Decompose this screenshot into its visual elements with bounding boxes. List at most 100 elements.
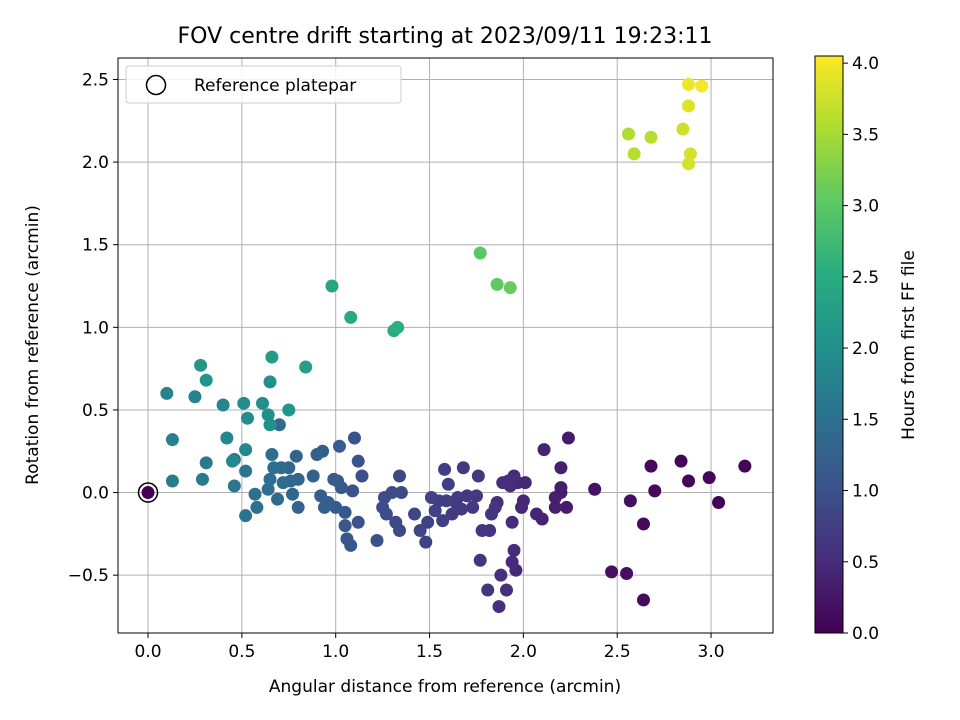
data-point xyxy=(471,469,485,483)
data-point xyxy=(310,448,324,462)
data-point xyxy=(256,396,270,410)
data-point xyxy=(503,281,517,295)
data-point xyxy=(276,476,290,490)
data-point xyxy=(393,469,407,483)
colorbar-tick-label: 3.5 xyxy=(852,125,879,145)
data-point xyxy=(588,482,602,496)
data-point xyxy=(325,279,339,293)
data-point xyxy=(263,418,277,432)
data-point xyxy=(469,489,483,503)
data-point xyxy=(548,491,562,505)
data-point xyxy=(271,492,285,506)
data-point xyxy=(438,462,452,476)
data-point xyxy=(648,484,662,498)
data-point xyxy=(683,147,697,161)
data-point xyxy=(306,469,320,483)
data-point xyxy=(194,358,208,372)
data-point xyxy=(332,439,346,453)
y-axis-label: Rotation from reference (arcmin) xyxy=(23,205,43,485)
data-point xyxy=(239,464,253,478)
x-axis-ticks: 0.0 0.5 1.0 1.5 2.0 2.5 3.0 xyxy=(135,633,725,662)
data-point xyxy=(682,99,696,113)
y-tick-label: 2.0 xyxy=(82,153,109,173)
y-tick-label: 2.5 xyxy=(82,70,109,90)
data-point xyxy=(475,524,489,538)
data-point xyxy=(515,500,529,514)
data-point xyxy=(456,461,470,475)
data-point xyxy=(141,486,155,500)
data-point xyxy=(378,491,392,505)
data-point xyxy=(282,403,296,417)
data-point xyxy=(239,509,253,523)
data-point xyxy=(492,600,506,614)
data-point xyxy=(391,320,405,334)
colorbar-ticks: 0.0 0.5 1.0 1.5 2.0 2.5 3.0 3.5 4.0 xyxy=(843,54,879,644)
data-point xyxy=(445,507,459,521)
data-point xyxy=(346,484,360,498)
data-point xyxy=(340,532,354,546)
data-point xyxy=(682,77,696,91)
data-point xyxy=(299,360,313,374)
data-point xyxy=(347,431,361,445)
data-point xyxy=(317,500,331,514)
data-point xyxy=(484,507,498,521)
data-point xyxy=(199,456,213,470)
legend: Reference platepar xyxy=(125,65,402,104)
colorbar-tick-label: 0.0 xyxy=(852,624,879,644)
data-point xyxy=(351,515,365,529)
data-point xyxy=(490,277,504,291)
data-point xyxy=(291,500,305,514)
x-tick-label: 3.0 xyxy=(698,642,725,662)
data-point xyxy=(561,431,575,445)
data-point xyxy=(494,568,508,582)
data-point xyxy=(250,500,264,514)
legend-box xyxy=(125,65,402,104)
data-point xyxy=(265,350,279,364)
chart-title: FOV centre drift starting at 2023/09/11 … xyxy=(178,24,713,49)
colorbar-tick-label: 2.5 xyxy=(852,268,879,288)
data-point xyxy=(248,487,262,501)
x-axis-label: Angular distance from reference (arcmin) xyxy=(269,677,621,697)
data-point xyxy=(263,375,277,389)
data-point xyxy=(507,543,521,557)
grid-lines xyxy=(118,58,773,633)
colorbar-label: Hours from first FF file xyxy=(899,250,919,440)
colorbar-tick-label: 1.0 xyxy=(852,482,879,502)
data-point xyxy=(240,411,254,425)
data-point xyxy=(623,494,637,508)
data-point xyxy=(419,535,433,549)
data-point xyxy=(644,459,658,473)
data-point xyxy=(265,448,279,462)
colorbar-tick-label: 2.0 xyxy=(852,339,879,359)
data-point xyxy=(351,454,365,468)
data-point xyxy=(355,469,369,483)
data-point xyxy=(165,474,179,488)
data-point xyxy=(216,398,230,412)
data-point xyxy=(473,246,487,260)
y-tick-label: −0.5 xyxy=(68,566,109,586)
data-point xyxy=(637,593,651,607)
y-tick-label: 0.5 xyxy=(82,401,109,421)
data-point xyxy=(261,482,275,496)
data-point xyxy=(436,514,450,528)
plot-area: 0.0 0.5 1.0 1.5 2.0 2.5 3.0 −0.5 0.0 0.5 1.0 1.5 2.… xyxy=(68,57,774,662)
scatter-points xyxy=(141,77,752,614)
colorbar-tick-label: 0.5 xyxy=(852,553,879,573)
data-point xyxy=(239,443,253,457)
data-point xyxy=(413,524,427,538)
data-point xyxy=(188,390,202,404)
colorbar: 0.0 0.5 1.0 1.5 2.0 2.5 3.0 3.5 4.0 Hours from f… xyxy=(814,54,919,644)
data-point xyxy=(712,495,726,509)
data-point xyxy=(421,515,435,529)
colorbar-tick-label: 3.0 xyxy=(852,197,879,217)
colorbar-tick-label: 1.5 xyxy=(852,410,879,430)
data-point xyxy=(637,517,651,531)
data-point xyxy=(408,507,422,521)
data-point xyxy=(327,472,341,486)
data-point xyxy=(560,500,574,514)
reference-circle xyxy=(137,482,159,503)
data-point xyxy=(620,567,634,581)
data-point xyxy=(466,500,480,514)
data-point xyxy=(376,500,390,514)
